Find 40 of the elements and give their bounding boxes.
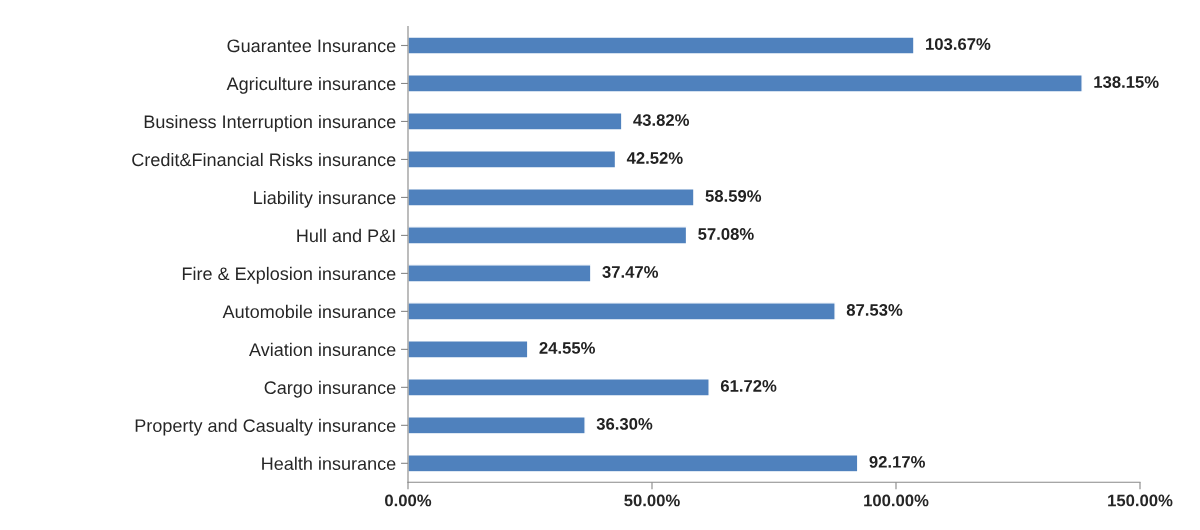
bar [408, 112, 623, 131]
y-tick-label: Guarantee Insurance [227, 39, 396, 53]
y-tick-label: Business Interruption insurance [144, 114, 396, 132]
bar [408, 150, 617, 169]
data-label: 24.55% [539, 342, 595, 354]
y-tick-label: Health insurance [262, 456, 396, 471]
y-tick-label: Automobile insurance [222, 304, 396, 319]
y-tick-label: Fire & Explosion insurance [182, 266, 396, 284]
data-label: 58.59% [705, 190, 762, 202]
bar [408, 36, 915, 55]
bar [408, 74, 1083, 93]
data-label: 57.08% [698, 228, 754, 240]
bar [408, 378, 710, 397]
y-tick-label: Hull and P&I [297, 228, 395, 243]
bar [408, 340, 529, 359]
data-label: 61.72% [720, 380, 777, 392]
data-label: 37.47% [602, 266, 659, 278]
bar [408, 264, 592, 283]
data-label: 87.53% [846, 304, 903, 316]
x-tick-label: 0.00% [385, 494, 432, 507]
x-tick-label: 100.00% [864, 494, 929, 507]
y-tick-label: Agriculture insurance [226, 76, 396, 94]
x-tick-label: 50.00% [624, 494, 680, 507]
y-tick-label: Property and Casualty insurance [135, 418, 396, 436]
data-label: 103.67% [926, 38, 991, 50]
data-label: 138.15% [1094, 76, 1159, 88]
x-tick-label: 150.00% [1108, 494, 1173, 507]
data-label: 36.30% [596, 418, 653, 430]
bar [408, 416, 586, 435]
data-label: 42.52% [626, 152, 683, 164]
bar [408, 188, 695, 207]
y-tick-label: Cargo insurance [264, 380, 396, 398]
y-tick-label: Aviation insurance [249, 342, 396, 357]
bar [408, 226, 688, 245]
bar [408, 302, 836, 321]
data-label: 43.82% [633, 114, 690, 126]
bar [408, 454, 859, 473]
y-tick-label: Liability insurance [254, 190, 396, 208]
data-label: 92.17% [869, 455, 925, 468]
y-tick-label: Credit&Financial Risks insurance [132, 152, 396, 167]
